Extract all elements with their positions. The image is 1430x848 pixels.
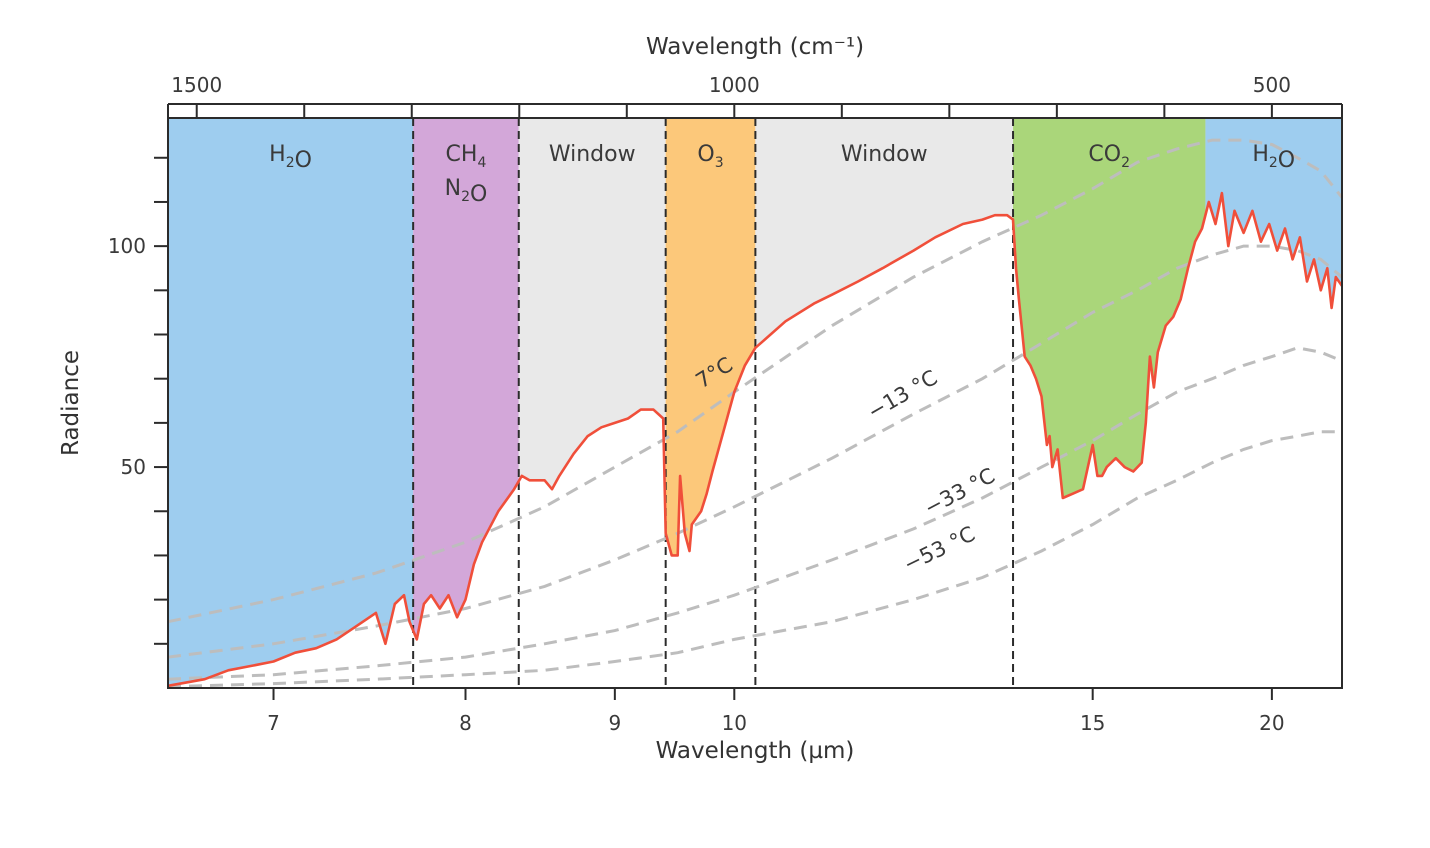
bottom-tick-label-3: 10 (722, 711, 747, 735)
reference-curve-0 (167, 138, 1344, 624)
reference-curve-3 (167, 430, 1342, 689)
bottom-tick-label-1: 8 (459, 711, 472, 735)
y-tick-label-4: 50 (121, 455, 146, 479)
bottom-tick-label-4: 15 (1080, 711, 1105, 735)
top-tick-label-0: 1500 (171, 73, 222, 97)
band-label-2: Window (549, 142, 636, 167)
spectrum-fill-mask (168, 193, 1342, 688)
reference-curve-2 (167, 346, 1343, 681)
spectrum-line-0 (167, 191, 1344, 688)
band-label-6: H2O (1252, 142, 1295, 173)
bottom-tick-label-2: 9 (608, 711, 621, 735)
band-label-1: CH4 (446, 142, 487, 171)
band-label-4: Window (841, 142, 928, 167)
reference-curve-1 (167, 244, 1343, 659)
band-label-5: CO2 (1088, 142, 1130, 171)
plot-axes: 7 8 9 10 15 20 1500 1000 500 50 100 (108, 73, 1343, 735)
band-label-3: O3 (697, 142, 723, 171)
top-axis-title: Wavelength (cm⁻¹) (646, 34, 864, 60)
bottom-tick-label-0: 7 (267, 711, 280, 735)
top-tick-label-5: 1000 (709, 73, 760, 97)
blackbody-reference-curves (167, 138, 1344, 689)
y-axis-title: Radiance (58, 350, 84, 456)
y-tick-label-9: 100 (108, 234, 146, 258)
band-0 (168, 118, 414, 688)
measured-spectrum (167, 191, 1344, 688)
plot-frame (167, 117, 1343, 689)
bottom-tick-label-5: 20 (1259, 711, 1284, 735)
spectrum-fill (168, 193, 1342, 688)
band-label-0: H2O (269, 142, 312, 173)
band-label2-1: N2O (445, 176, 488, 207)
bottom-axis-title: Wavelength (µm) (656, 738, 855, 764)
top-tick-label-10: 500 (1253, 73, 1291, 97)
